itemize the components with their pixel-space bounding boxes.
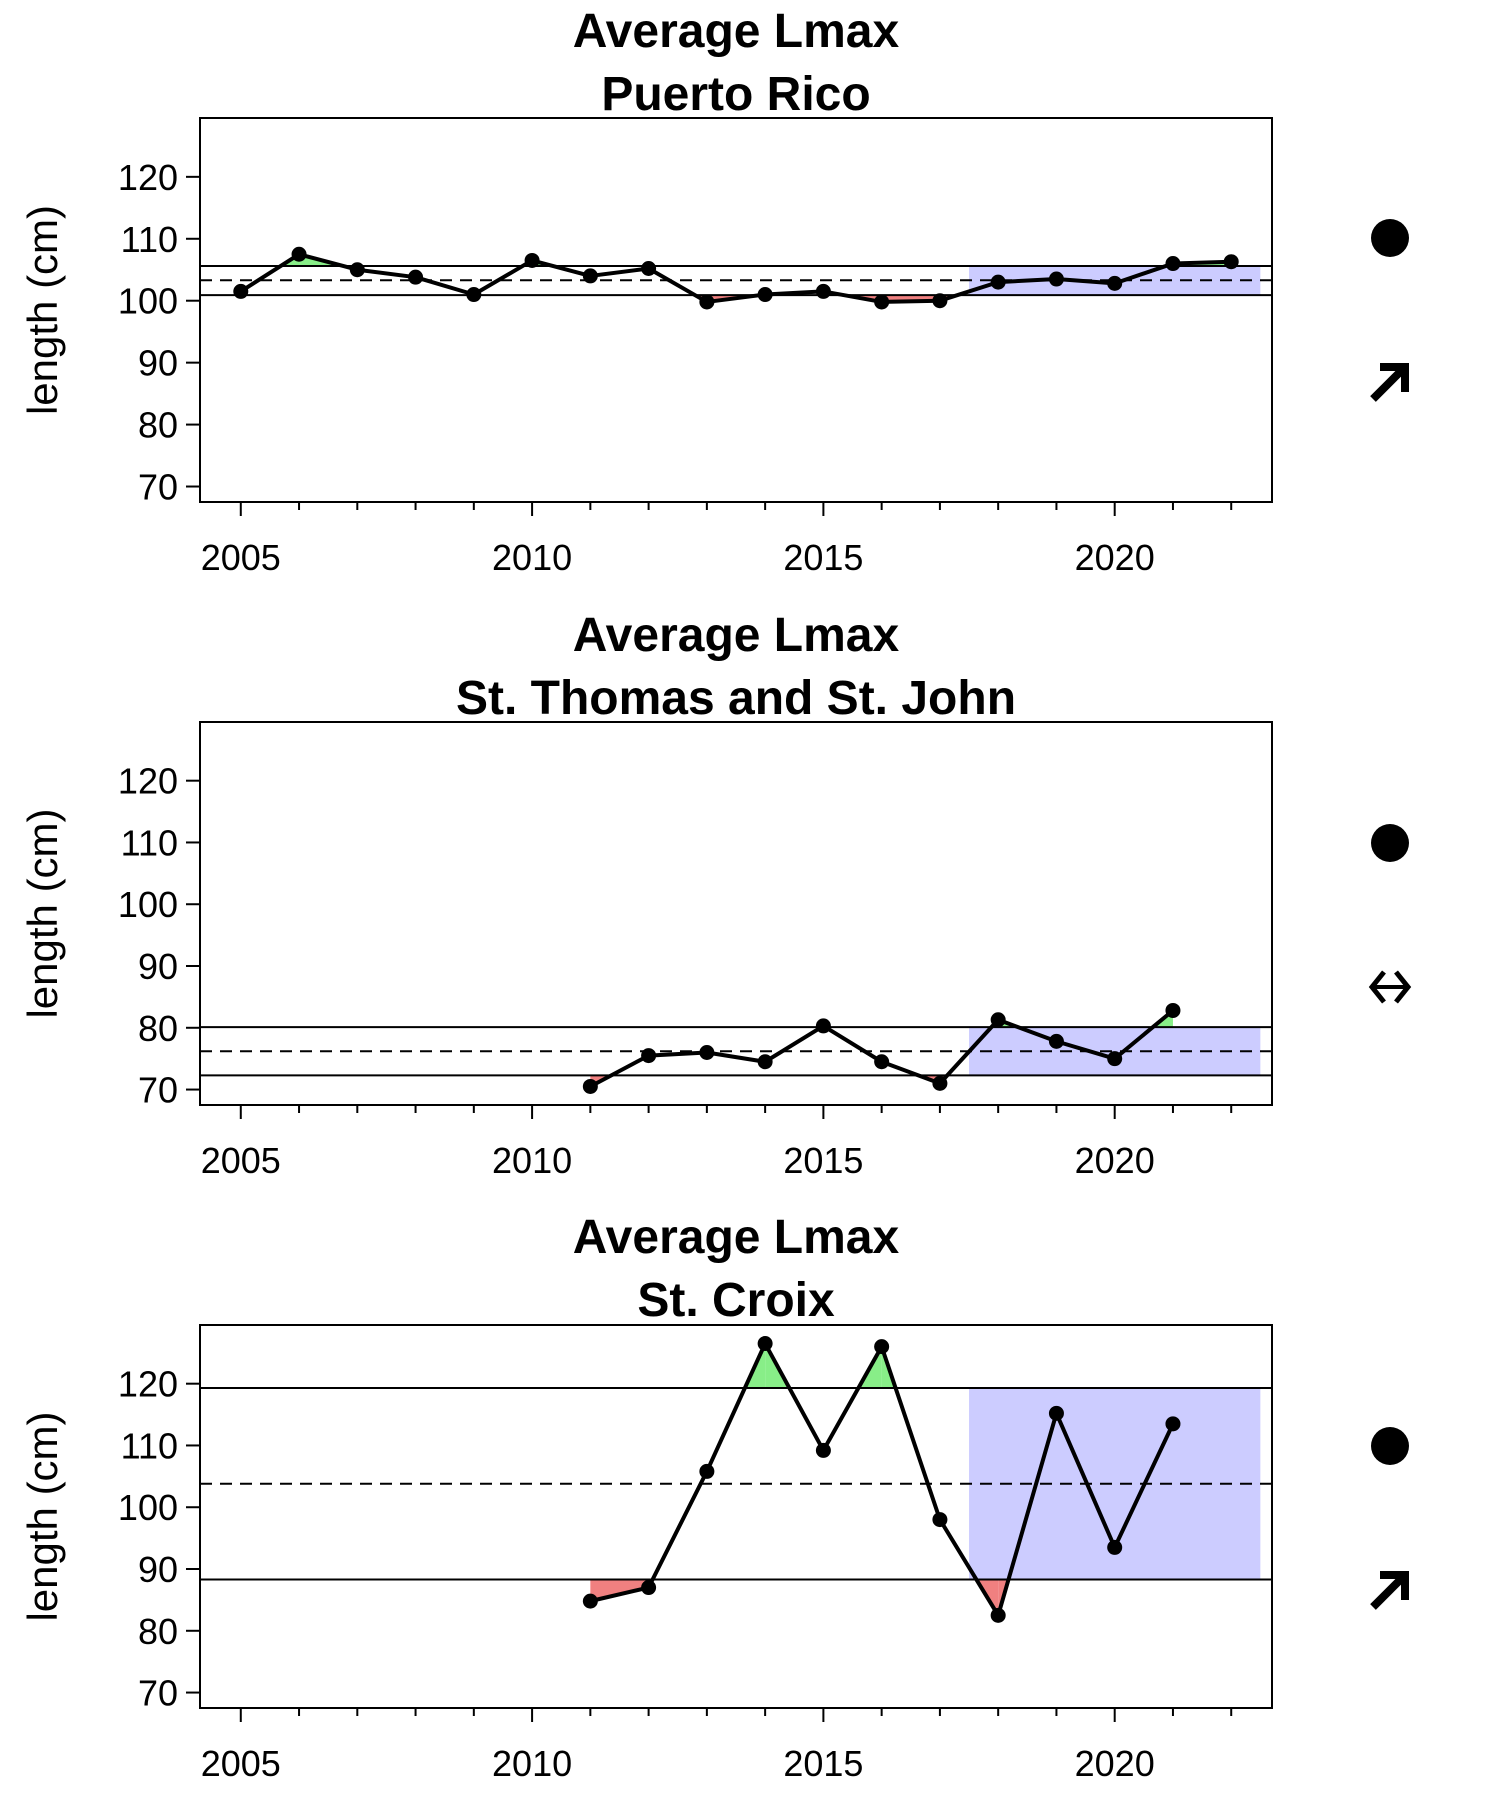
y-tick-label: 80 [138, 1611, 178, 1652]
x-tick-label: 2005 [201, 1140, 281, 1181]
arrow-head [1380, 363, 1409, 392]
arrow-up-right-icon [1370, 1571, 1409, 1610]
x-tick-label: 2005 [201, 1743, 281, 1784]
data-point [349, 262, 365, 278]
chart-title: Average Lmax [573, 5, 900, 58]
data-point [1107, 1051, 1123, 1067]
y-axis-label: length (cm) [19, 205, 66, 415]
data-point [757, 1336, 773, 1352]
y-tick-label: 80 [138, 405, 178, 446]
chart-subtitle: Puerto Rico [601, 68, 870, 121]
data-point [1165, 256, 1181, 272]
data-point [1223, 254, 1239, 270]
y-tick-label: 90 [138, 1549, 178, 1590]
data-point [932, 293, 948, 309]
status-circle-icon [1371, 219, 1409, 257]
x-tick-label: 2010 [492, 537, 572, 578]
status-circle-icon [1371, 824, 1409, 862]
x-tick-label: 2015 [783, 1743, 863, 1784]
data-point [815, 1442, 831, 1458]
status-circle-icon [1371, 1427, 1409, 1465]
data-point [582, 1078, 598, 1094]
arrow-head-left [1368, 970, 1386, 1004]
y-tick-label: 100 [118, 281, 178, 322]
plot-frame [199, 117, 1273, 503]
data-point [524, 252, 540, 268]
chart-panel-2: 70 80 90 100 110 120 2005 2010 2015 2020 Average L… [19, 609, 1412, 1181]
data-point [990, 1012, 1006, 1028]
x-tick-label: 2010 [492, 1140, 572, 1181]
chart-title: Average Lmax [573, 609, 900, 662]
y-tick-label: 80 [138, 1008, 178, 1049]
chart-subtitle: St. Croix [637, 1274, 835, 1327]
y-axis-label: length (cm) [19, 808, 66, 1018]
y-tick-label: 70 [138, 1070, 178, 1111]
data-point [1107, 1539, 1123, 1555]
y-tick-label: 120 [118, 157, 178, 198]
y-tick-label: 110 [121, 822, 178, 863]
data-point [641, 1048, 657, 1064]
x-tick-label: 2015 [783, 1140, 863, 1181]
left-right-arrow-icon [1368, 970, 1412, 1004]
data-point [699, 1044, 715, 1060]
data-point [815, 283, 831, 299]
data-point [815, 1018, 831, 1034]
data-point [757, 287, 773, 303]
data-point [874, 1339, 890, 1355]
x-tick-label: 2015 [783, 537, 863, 578]
data-point [757, 1054, 773, 1070]
x-tick-label: 2020 [1075, 537, 1155, 578]
y-axis-label: length (cm) [19, 1411, 66, 1621]
data-point [990, 274, 1006, 290]
series-line [239, 252, 1232, 304]
data-point [699, 294, 715, 310]
x-tick-label: 2020 [1075, 1743, 1155, 1784]
plot-frame [199, 1324, 1273, 1709]
data-point [582, 1593, 598, 1609]
y-tick-label: 110 [121, 1425, 178, 1466]
chart-panel-3: 70 80 90 100 110 120 2005 2010 2015 2020 Average L… [19, 1211, 1409, 1784]
data-point [699, 1463, 715, 1479]
data-point [932, 1512, 948, 1528]
arrow-head [1380, 1571, 1409, 1600]
chart-subtitle: St. Thomas and St. John [456, 672, 1016, 725]
arrow-up-right-icon [1370, 363, 1409, 402]
data-point [874, 1054, 890, 1070]
arrow-shaft [1370, 364, 1408, 402]
y-tick-label: 120 [118, 761, 178, 802]
y-tick-label: 100 [118, 1487, 178, 1528]
y-tick-label: 70 [138, 1673, 178, 1714]
y-tick-label: 90 [138, 946, 178, 987]
data-point [1107, 275, 1123, 291]
arrow-shaft [1370, 1572, 1408, 1610]
data-point [932, 1075, 948, 1091]
x-tick-label: 2005 [201, 537, 281, 578]
arrow-head-right [1394, 970, 1412, 1004]
plot-frame [199, 721, 1273, 1106]
data-point [466, 287, 482, 303]
chart-title: Average Lmax [573, 1211, 900, 1264]
data-point [1165, 1002, 1181, 1018]
data-point [874, 294, 890, 310]
x-tick-label: 2010 [492, 1743, 572, 1784]
data-point [1048, 1033, 1064, 1049]
data-point [641, 1580, 657, 1596]
y-tick-label: 120 [118, 1364, 178, 1405]
data-point [582, 268, 598, 284]
y-tick-label: 110 [121, 219, 178, 260]
data-point [1048, 1405, 1064, 1421]
y-tick-label: 70 [138, 467, 178, 508]
y-tick-label: 90 [138, 343, 178, 384]
y-tick-label: 100 [118, 884, 178, 925]
data-point [990, 1607, 1006, 1623]
data-point [641, 261, 657, 277]
data-point [291, 246, 307, 262]
chart-panel-1: 70 80 90 100 110 120 2005 2010 2015 2020 Average L… [19, 5, 1409, 578]
data-point [1165, 1416, 1181, 1432]
x-tick-label: 2020 [1075, 1140, 1155, 1181]
data-point [408, 269, 424, 285]
data-point [233, 283, 249, 299]
data-point [1048, 271, 1064, 287]
